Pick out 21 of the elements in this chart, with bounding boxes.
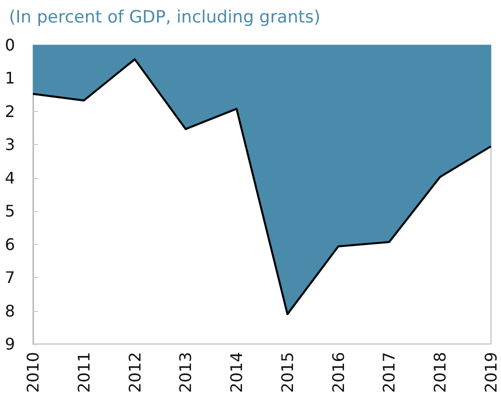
- y-tick-label: 0: [4, 36, 15, 54]
- x-tick-label: 2010: [24, 352, 42, 393]
- x-tick-label: 2019: [482, 352, 500, 393]
- x-tick-label: 2016: [328, 352, 348, 393]
- x-tick-label: 2013: [176, 352, 196, 393]
- x-tick-label: 2012: [125, 352, 144, 393]
- y-tick-label: 7: [4, 268, 15, 288]
- x-tick-label: 2014: [227, 352, 246, 393]
- x-tick-label: 2018: [430, 352, 450, 393]
- y-tick-label: 9: [4, 334, 15, 354]
- y-tick-label: 3: [4, 135, 15, 154]
- y-tick-label: 5: [4, 202, 15, 221]
- chart-title: (In percent of GDP, including grants): [9, 8, 320, 28]
- x-tick-label: 2015: [278, 352, 297, 393]
- x-tick-label: 2017: [380, 352, 399, 393]
- y-tick-label: 8: [4, 301, 15, 320]
- x-tick-label: 2011: [74, 352, 94, 393]
- y-tick-label: 6: [4, 234, 15, 254]
- y-tick-label: 4: [4, 168, 15, 188]
- y-tick-label: 1: [4, 68, 15, 88]
- y-tick-label: 2: [4, 102, 15, 121]
